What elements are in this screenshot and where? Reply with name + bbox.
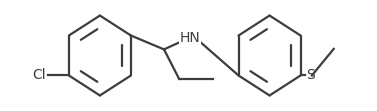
Text: HN: HN xyxy=(180,31,201,45)
Text: S: S xyxy=(306,68,315,82)
Text: Cl: Cl xyxy=(33,68,46,82)
